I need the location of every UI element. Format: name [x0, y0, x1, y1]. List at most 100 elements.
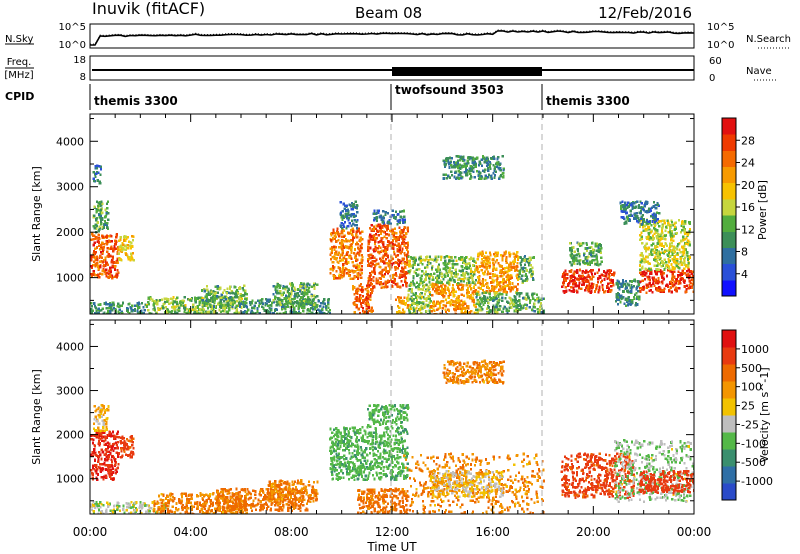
power-cell	[518, 304, 521, 307]
power-cell	[653, 258, 656, 261]
power-cell	[367, 249, 370, 252]
power-cell	[480, 257, 483, 261]
power-cell	[477, 252, 480, 256]
power-cell	[327, 301, 330, 304]
power-cell	[520, 304, 523, 307]
power-cell	[213, 305, 216, 308]
power-cell	[418, 256, 421, 260]
power-cell	[162, 302, 165, 306]
power-cell	[431, 276, 434, 279]
power-cell	[575, 254, 578, 257]
power-cell	[344, 237, 347, 241]
power-cell	[459, 174, 462, 177]
power-cell	[403, 278, 406, 282]
power-cell	[491, 297, 494, 301]
power-cell	[264, 301, 267, 305]
power-cell	[521, 307, 524, 310]
power-cell	[507, 263, 510, 267]
power-cell	[343, 221, 347, 224]
power-cell	[456, 163, 459, 167]
power-cell	[640, 286, 643, 290]
power-cell	[164, 305, 167, 309]
power-cell	[356, 299, 359, 303]
power-cell	[627, 295, 630, 299]
power-cell	[658, 252, 662, 256]
power-cell	[465, 256, 468, 259]
power-cell	[231, 305, 234, 309]
power-cell	[101, 250, 104, 254]
power-cell	[685, 284, 688, 288]
power-cell	[304, 300, 307, 303]
power-cell	[568, 241, 572, 245]
power-cell	[495, 305, 498, 309]
power-cell	[570, 285, 573, 289]
power-cell	[380, 259, 383, 263]
power-cell	[482, 284, 485, 287]
power-cell	[262, 307, 265, 310]
power-cell	[303, 299, 306, 303]
power-cell	[386, 256, 390, 259]
power-cell	[663, 287, 666, 290]
power-cell	[472, 170, 475, 173]
power-cell	[399, 232, 402, 236]
power-cell	[418, 308, 421, 312]
power-cell	[438, 301, 441, 305]
power-cell	[527, 295, 530, 299]
power-cell	[395, 231, 398, 235]
power-cell	[429, 310, 432, 314]
power-cell	[648, 233, 651, 237]
power-cell	[569, 275, 572, 278]
power-cell	[595, 258, 598, 261]
power-cell	[461, 258, 464, 262]
power-cell	[170, 301, 173, 304]
power-cell	[116, 304, 119, 308]
power-cell	[466, 262, 469, 266]
power-cell	[649, 230, 652, 234]
power-cell	[97, 171, 100, 175]
power-cell	[473, 304, 476, 307]
power-cell	[492, 261, 495, 265]
power-cell	[329, 253, 332, 257]
power-cell	[589, 253, 593, 257]
power-cell	[488, 286, 491, 290]
power-region	[561, 268, 616, 294]
power-cell	[625, 204, 628, 207]
power-cell	[461, 302, 465, 306]
power-cell	[371, 238, 374, 241]
power-cell	[675, 261, 678, 264]
power-cell	[532, 297, 535, 300]
power-cell	[507, 278, 510, 281]
power-cell	[274, 285, 277, 289]
power-cell	[117, 271, 120, 274]
power-cell	[467, 279, 470, 282]
power-cell	[128, 244, 131, 247]
power-cell	[413, 263, 416, 266]
power-cell	[357, 230, 360, 233]
power-cell	[138, 303, 141, 306]
power-cell	[608, 271, 611, 274]
power-cell	[358, 265, 361, 268]
freq-label-line1: Freq.	[7, 57, 32, 68]
power-cell	[99, 173, 102, 176]
power-cell	[463, 273, 466, 277]
power-cell	[522, 268, 525, 272]
power-cell	[450, 271, 453, 275]
power-cell	[471, 257, 474, 260]
power-cell	[384, 248, 387, 251]
power-cell	[588, 246, 591, 250]
power-cell	[599, 281, 603, 284]
power-cell	[203, 303, 206, 306]
power-cell	[493, 273, 496, 277]
power-cell	[688, 229, 691, 233]
power-cell	[342, 263, 345, 266]
power-cell	[285, 302, 288, 306]
power-cell	[250, 301, 253, 304]
power-cell	[198, 303, 201, 307]
power-cell	[93, 214, 96, 217]
power-cell	[494, 251, 497, 254]
power-cell	[435, 282, 438, 286]
power-cell	[412, 292, 415, 296]
power-cell	[284, 311, 287, 314]
power-cell	[629, 280, 632, 283]
power-cell	[192, 306, 195, 309]
